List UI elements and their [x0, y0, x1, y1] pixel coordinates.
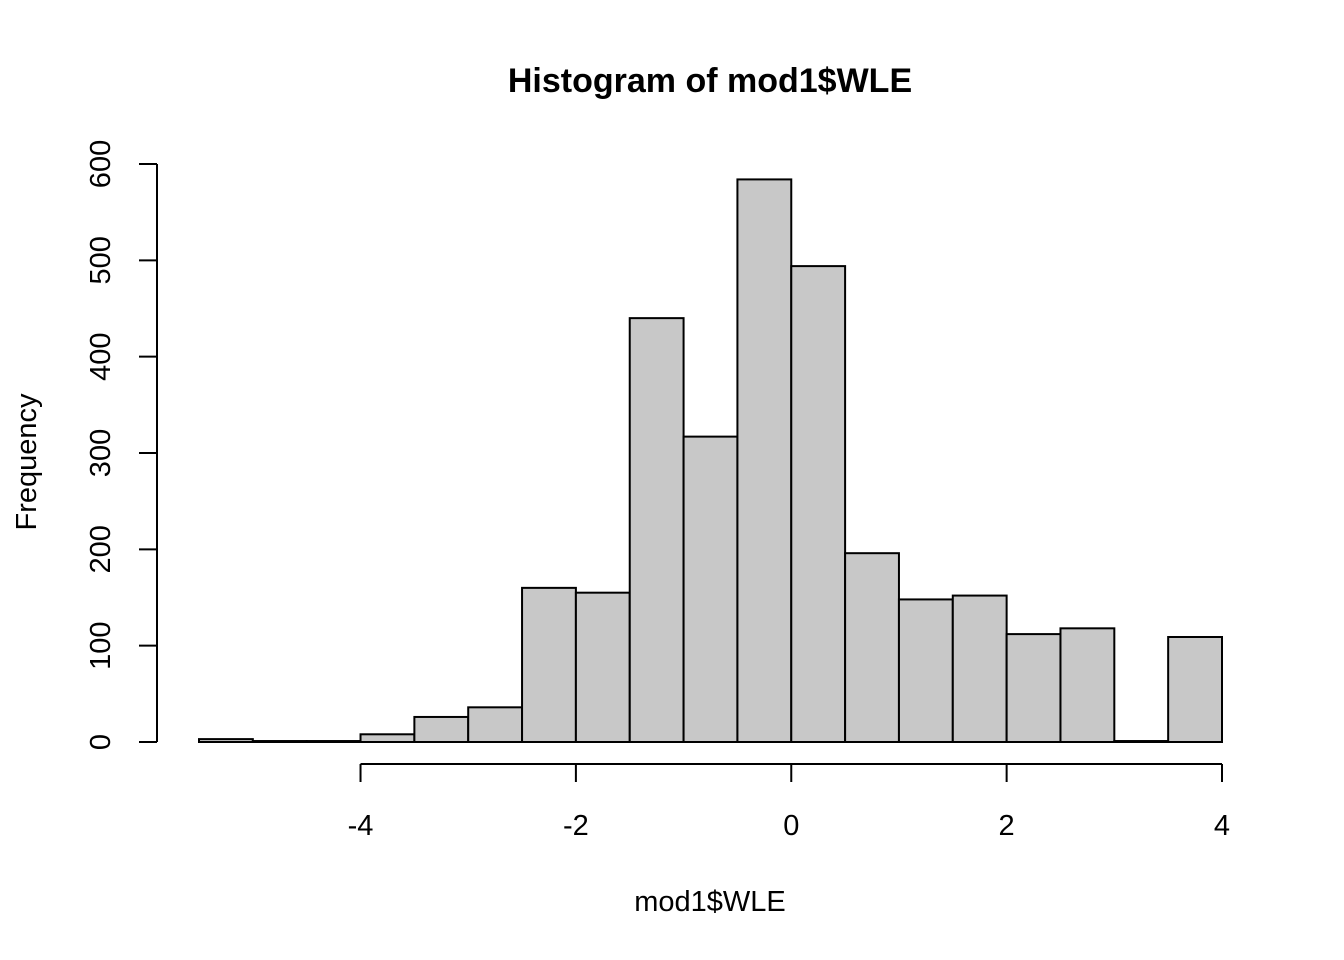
y-axis: 0 100 200 300 400 500 600	[85, 140, 158, 750]
x-axis: -4 -2 0 2 4	[348, 763, 1230, 842]
y-tick-label: 100	[85, 621, 117, 669]
x-tick-label: -4	[348, 810, 374, 842]
y-tick-label: 400	[85, 332, 117, 380]
histogram-bar	[521, 586, 577, 743]
x-axis-title: mod1$WLE	[634, 886, 786, 918]
histogram-bar	[790, 265, 847, 743]
histogram-bar	[413, 715, 470, 743]
y-tick-label: 600	[85, 140, 117, 188]
histogram-bar	[1059, 627, 1116, 743]
bars-group	[198, 178, 1223, 744]
histogram-bar	[1113, 740, 1170, 744]
x-tick-label: 4	[1214, 810, 1230, 842]
histogram-bar	[628, 317, 685, 743]
histogram-bar	[736, 178, 793, 743]
histogram-bar	[951, 594, 1008, 743]
histogram-bar	[305, 740, 362, 744]
histogram-bar	[682, 435, 739, 743]
histogram-bar	[1005, 633, 1062, 744]
x-tick-label: 0	[783, 810, 799, 842]
y-tick-label: 200	[85, 525, 117, 573]
histogram-bar	[1167, 635, 1223, 743]
x-tick-label: 2	[999, 810, 1015, 842]
histogram-bar	[251, 740, 308, 744]
y-tick-label: 0	[85, 734, 117, 750]
y-tick-label: 500	[85, 236, 117, 284]
histogram-bar	[467, 706, 524, 744]
histogram-bar	[844, 552, 900, 743]
y-tick-label: 300	[85, 429, 117, 477]
histogram-bar	[198, 738, 254, 743]
histogram-bar	[574, 591, 631, 744]
histogram-bar	[897, 598, 954, 744]
histogram-bar	[359, 733, 416, 744]
x-tick-label: -2	[563, 810, 589, 842]
chart-title: Histogram of mod1$WLE	[508, 62, 912, 100]
y-axis-title: Frequency	[11, 393, 43, 531]
